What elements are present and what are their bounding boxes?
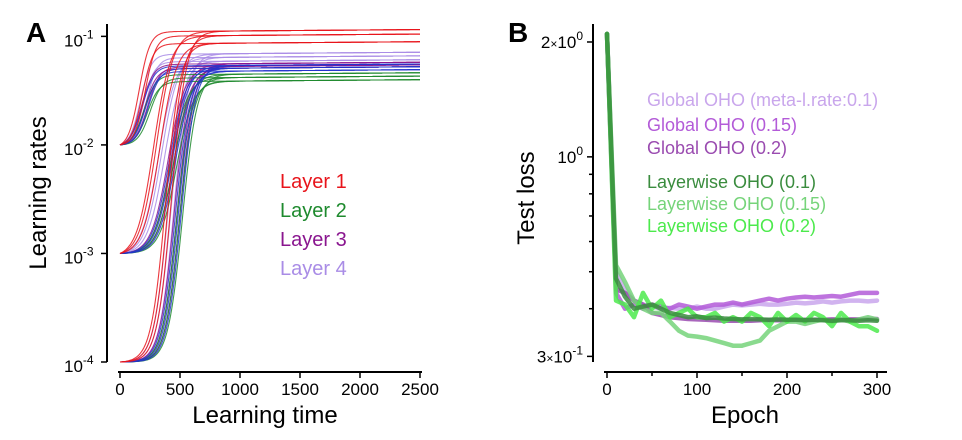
- x-tick-label: 200: [773, 380, 801, 399]
- learning-rate-curve: [119, 59, 421, 255]
- x-tick-label: 2000: [341, 380, 379, 399]
- legend-entry: Global OHO (meta-l.rate:0.1): [647, 90, 878, 110]
- panel-a-series-lines: [119, 29, 421, 363]
- learning-rate-curve: [119, 79, 420, 146]
- x-tick-label: 500: [166, 380, 194, 399]
- learning-rate-curve: [119, 29, 420, 146]
- x-tick-label: 1000: [221, 380, 259, 399]
- y-tick-label: 2×100: [541, 29, 583, 52]
- panel-a-legend: Layer 1 Layer 2 Layer 3 Layer 4: [280, 171, 347, 280]
- panel-b-legend: Global OHO (meta-l.rate:0.1) Global OHO (…: [647, 90, 878, 236]
- y-tick-label: 3×10-1: [537, 343, 583, 366]
- panel-b-y-axis-title: Test loss: [513, 151, 540, 244]
- panel-a-x-ticks: 0 500 1000 1500 2000 2500: [115, 372, 439, 399]
- y-tick-label: 100: [557, 144, 583, 167]
- learning-rate-curve: [119, 69, 420, 146]
- panel-b-series-lines: [604, 31, 880, 348]
- y-tick-label: 10-1: [64, 27, 94, 50]
- x-tick-label: 0: [115, 380, 124, 399]
- learning-rate-curve: [119, 72, 420, 255]
- x-tick-label: 2500: [401, 380, 439, 399]
- learning-rate-curve: [119, 55, 421, 146]
- panel-b-x-axis-title: Epoch: [711, 402, 779, 429]
- legend-entry: Layer 3: [280, 229, 347, 251]
- learning-rate-curve: [119, 75, 420, 146]
- y-tick-label: 10-2: [64, 136, 94, 159]
- panel-a: A 0 500 1000 1500 2000 2500 10-410-310-210-1 …: [25, 17, 439, 429]
- legend-entry: Layerwise OHO (0.15): [647, 194, 826, 214]
- x-tick-label: 1500: [281, 380, 319, 399]
- learning-rate-curve: [119, 33, 420, 146]
- y-tick-label: 10-3: [64, 244, 94, 267]
- learning-rate-curve: [119, 69, 420, 255]
- legend-entry: Layer 4: [280, 258, 347, 280]
- learning-rate-curve: [119, 72, 420, 146]
- legend-entry: Global OHO (0.15): [647, 115, 797, 135]
- x-tick-label: 0: [602, 380, 611, 399]
- learning-rate-curve: [119, 79, 420, 255]
- learning-rate-curve: [119, 51, 421, 146]
- panel-b-x-ticks: 0 100 200 300: [602, 372, 891, 399]
- x-tick-label: 100: [683, 380, 711, 399]
- legend-entry: Global OHO (0.2): [647, 138, 787, 158]
- test-loss-series-line: [604, 31, 880, 323]
- legend-entry: Layer 2: [280, 200, 347, 222]
- panel-a-y-ticks: 10-4 10-3 10-2 10-1: [64, 27, 107, 376]
- y-tick-label: 10-4: [64, 353, 94, 376]
- learning-rate-curve: [119, 75, 420, 255]
- legend-entry: Layerwise OHO (0.2): [647, 216, 816, 236]
- legend-entry: Layerwise OHO (0.1): [647, 172, 816, 192]
- learning-rate-curve: [119, 63, 420, 146]
- panel-letter-b: B: [508, 17, 528, 48]
- legend-entry: Layer 1: [280, 171, 347, 193]
- panel-b-y-ticks: 3×10-1 100 2×100: [537, 29, 593, 366]
- panel-letter-a: A: [26, 17, 46, 48]
- panel-a-y-axis-title: Learning rates: [25, 116, 52, 269]
- panel-b: B 0 100 200 300 3×10-1 100 2×100 Epoch Test l…: [508, 17, 891, 429]
- panel-a-x-axis-title: Learning time: [192, 402, 337, 429]
- x-tick-label: 300: [863, 380, 891, 399]
- learning-rate-curve: [119, 41, 420, 146]
